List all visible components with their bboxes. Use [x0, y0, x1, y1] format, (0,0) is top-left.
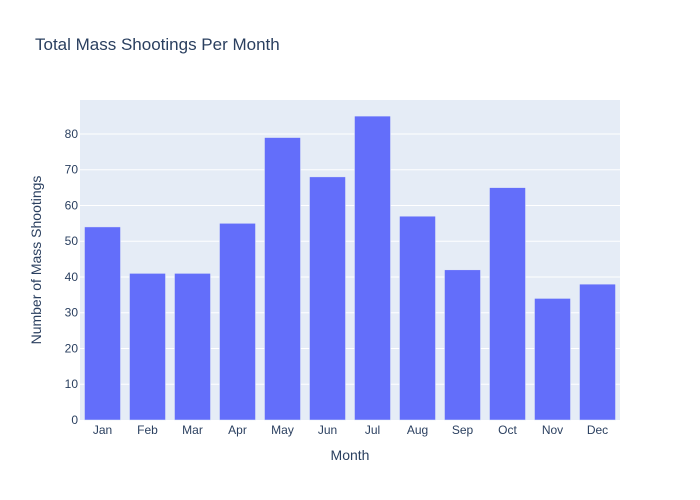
x-tick-label: Nov [542, 423, 563, 437]
y-tick-label: 20 [65, 341, 79, 355]
y-tick-label: 40 [65, 270, 79, 284]
bar-apr[interactable] [219, 223, 256, 421]
x-tick-label: Mar [182, 423, 203, 437]
bar-oct[interactable] [489, 187, 526, 421]
x-tick-label: Jan [93, 423, 112, 437]
bar-aug[interactable] [399, 215, 436, 421]
y-axis-ticks: 0 10 20 30 40 50 60 70 80 [65, 127, 79, 427]
x-tick-label: Jul [365, 423, 380, 437]
y-tick-label: 60 [65, 198, 79, 212]
y-tick-label: 30 [65, 306, 79, 320]
x-axis-ticks: Jan Feb Mar Apr May Jun Jul Aug Sep Oct Nov Dec [93, 423, 608, 437]
bar-sep[interactable] [444, 269, 481, 421]
x-tick-label: Jun [318, 423, 337, 437]
x-tick-label: Apr [228, 423, 247, 437]
bar-jul[interactable] [354, 115, 391, 421]
x-tick-label: Oct [498, 423, 517, 437]
bar-may[interactable] [264, 137, 301, 421]
x-tick-label: Sep [452, 423, 474, 437]
y-tick-label: 80 [65, 127, 79, 141]
y-tick-label: 70 [65, 163, 79, 177]
plot-background [80, 100, 620, 420]
bar-mar[interactable] [174, 273, 211, 421]
y-axis-title: Number of Mass Shootings [28, 176, 44, 345]
x-tick-label: Feb [137, 423, 158, 437]
y-gridlines [80, 133, 620, 385]
y-tick-label: 10 [65, 377, 79, 391]
bar-nov[interactable] [534, 298, 571, 421]
bar-dec[interactable] [579, 283, 616, 421]
y-tick-label: 50 [65, 234, 79, 248]
y-tick-label: 0 [71, 413, 78, 427]
x-tick-label: May [271, 423, 294, 437]
bar-jun[interactable] [309, 176, 346, 421]
x-tick-label: Aug [407, 423, 428, 437]
x-axis-title: Month [331, 447, 370, 463]
bar-series [84, 115, 616, 421]
bar-jan[interactable] [84, 226, 121, 421]
x-tick-label: Dec [587, 423, 608, 437]
bar-feb[interactable] [129, 273, 166, 421]
chart-title: Total Mass Shootings Per Month [35, 35, 280, 54]
